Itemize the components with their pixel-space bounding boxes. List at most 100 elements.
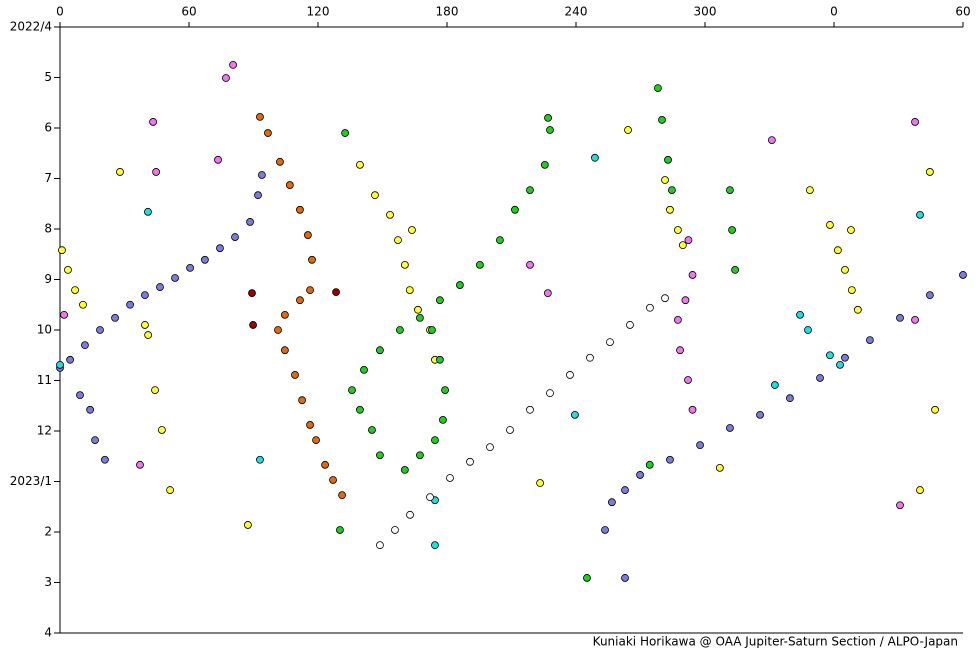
- point: [244, 521, 252, 529]
- y-tick-label: 7: [44, 171, 52, 185]
- point: [586, 353, 594, 362]
- point: [536, 479, 544, 487]
- point: [416, 451, 424, 460]
- point: [86, 405, 94, 414]
- credit: Kuniaki Horikawa @ OAA Jupiter-Saturn Se…: [593, 635, 958, 649]
- point: [925, 291, 934, 300]
- x-tick-label: 0: [56, 5, 64, 19]
- point: [475, 260, 484, 269]
- point: [847, 286, 856, 295]
- point: [666, 205, 674, 214]
- point: [571, 410, 579, 419]
- point: [306, 421, 314, 429]
- point: [658, 116, 666, 124]
- point: [149, 118, 157, 126]
- point: [356, 160, 364, 169]
- point: [431, 436, 439, 444]
- point: [280, 310, 289, 319]
- point: [666, 455, 674, 464]
- point: [246, 218, 254, 226]
- point: [111, 313, 119, 322]
- point: [144, 207, 152, 216]
- x-tick-label: 60: [955, 5, 970, 19]
- point: [715, 463, 724, 472]
- point: [731, 266, 739, 274]
- point: [308, 255, 316, 264]
- point: [681, 296, 690, 305]
- point: [338, 491, 346, 500]
- point: [646, 303, 654, 312]
- y-tick-label: 11: [37, 373, 52, 387]
- point: [426, 493, 434, 502]
- x-tick-label: 60: [181, 5, 196, 19]
- y-tick-label: 4: [44, 626, 52, 640]
- point: [446, 474, 454, 482]
- point: [466, 457, 474, 466]
- point: [436, 296, 444, 305]
- point: [626, 321, 634, 329]
- y-tick-label: 2022/4: [10, 20, 52, 34]
- point: [222, 74, 230, 82]
- point: [506, 426, 514, 434]
- point: [60, 310, 68, 319]
- point: [916, 486, 924, 494]
- point: [767, 136, 776, 145]
- point: [186, 263, 194, 272]
- point: [916, 210, 924, 219]
- point: [621, 574, 629, 582]
- point: [526, 260, 534, 269]
- point: [674, 315, 682, 324]
- point: [486, 443, 494, 452]
- point: [201, 255, 209, 264]
- point: [156, 283, 164, 291]
- point: [321, 460, 329, 469]
- point: [601, 526, 609, 534]
- point: [836, 360, 844, 369]
- point: [414, 305, 422, 314]
- point: [667, 186, 676, 195]
- point: [231, 233, 239, 241]
- y-tick-label: 5: [44, 70, 52, 84]
- x-tick-label: 120: [307, 5, 330, 19]
- point: [79, 300, 87, 309]
- point: [645, 460, 654, 469]
- point: [298, 396, 306, 405]
- x-tick-label: 240: [565, 5, 588, 19]
- x-tick-label: 300: [694, 5, 717, 19]
- point: [66, 355, 75, 364]
- point: [254, 191, 262, 200]
- point: [400, 260, 409, 269]
- point: [583, 574, 591, 582]
- point: [229, 60, 237, 69]
- point: [428, 326, 436, 334]
- point: [726, 424, 734, 432]
- point: [171, 274, 179, 282]
- point: [71, 286, 79, 295]
- y-tick-label: 8: [44, 222, 52, 236]
- point: [303, 231, 312, 239]
- point: [141, 291, 149, 300]
- point: [756, 410, 764, 419]
- point: [841, 266, 849, 274]
- point: [841, 353, 849, 362]
- point: [911, 118, 919, 126]
- point: [826, 351, 834, 360]
- point: [256, 112, 264, 121]
- y-tick-label: 9: [44, 272, 52, 286]
- point: [896, 501, 904, 510]
- point: [376, 541, 384, 550]
- point: [806, 186, 814, 195]
- point: [166, 486, 174, 494]
- point: [728, 226, 736, 234]
- point: [526, 186, 534, 195]
- point: [158, 426, 166, 434]
- point: [152, 168, 161, 176]
- point: [566, 371, 574, 379]
- y-tick-label: 12: [37, 424, 52, 438]
- point: [786, 394, 794, 403]
- point: [296, 296, 304, 305]
- point: [896, 313, 904, 322]
- point: [91, 436, 99, 444]
- point: [386, 210, 394, 219]
- point: [436, 355, 444, 364]
